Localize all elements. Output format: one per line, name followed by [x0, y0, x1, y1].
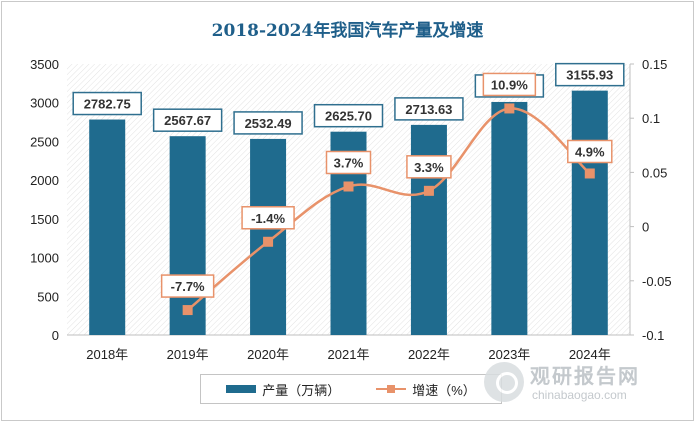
y-right-tick-label: 0.15	[642, 57, 667, 72]
data-label-growth-box	[567, 139, 613, 164]
y-left-tick-label: 2500	[30, 134, 59, 149]
x-tick-label: 2023年	[488, 347, 530, 362]
data-label-production-box	[233, 111, 303, 135]
legend-bar-swatch	[226, 385, 257, 393]
line-growth	[186, 107, 591, 312]
data-label-production-box	[72, 91, 142, 116]
data-label-growth-box	[482, 72, 537, 97]
y-left-tick-label: 3500	[30, 57, 59, 72]
data-label-growth-group: 4.9%	[567, 139, 613, 164]
y-right-tick-label: 0	[642, 220, 649, 235]
y-left-tick-label: 500	[37, 289, 59, 304]
watermark: 观研报告网 chinabaogao.com	[484, 356, 689, 416]
bar-production	[571, 90, 608, 336]
data-label-production: 2532.49	[245, 116, 292, 131]
data-label-growth: -1.4%	[251, 211, 285, 226]
y-left-tick-label: 3000	[30, 96, 59, 111]
data-label-growth-group: 10.9%	[482, 72, 537, 97]
data-label-production-group: 2532.49	[233, 111, 303, 135]
data-label-growth-group: 3.7%	[325, 150, 372, 175]
legend: 产量（万辆） 增速（%）	[200, 374, 502, 404]
y-right-tick-label: 0.1	[642, 111, 660, 126]
y-left-tick-label: 1000	[30, 251, 59, 266]
data-label-production-box	[313, 103, 384, 128]
data-label-production-group: 3155.93	[555, 62, 625, 87]
legend-item-production: 产量（万辆）	[226, 380, 340, 399]
x-tick-label: 2020年	[247, 347, 289, 362]
bar-production	[491, 101, 528, 335]
x-tick-label: 2022年	[408, 347, 450, 362]
data-label-growth-box	[325, 150, 372, 175]
point-growth	[504, 103, 515, 114]
data-label-production-group: 2782.75	[72, 91, 142, 116]
data-label-growth: 10.9%	[491, 77, 528, 92]
point-growth	[423, 185, 434, 196]
data-label-production-group: 2713.63	[394, 97, 464, 121]
data-label-growth: 3.3%	[414, 160, 444, 175]
y-left-tick-label: 0	[52, 328, 59, 343]
data-label-production-box	[394, 97, 464, 121]
data-label-production-box	[152, 108, 223, 132]
data-label-production: 3155.93	[566, 68, 613, 83]
y-left-tick-label: 1500	[30, 212, 59, 227]
legend-label-growth: 增速（%）	[412, 382, 476, 398]
data-label-growth-box	[160, 274, 215, 298]
watermark-en: chinabaogao.com	[532, 388, 627, 402]
x-tick-label: 2018年	[86, 347, 128, 362]
point-growth	[263, 236, 274, 247]
legend-line-swatch	[376, 384, 407, 394]
data-label-growth-group: -1.4%	[241, 206, 295, 230]
x-tick-label: 2019年	[167, 347, 209, 362]
data-label-production-box	[555, 62, 625, 87]
point-growth	[584, 168, 595, 179]
x-tick-label: 2021年	[328, 347, 370, 362]
data-label-production: 2713.63	[405, 102, 452, 117]
data-label-production: 2782.75	[84, 97, 131, 112]
watermark-logo-icon	[484, 362, 524, 402]
data-label-production-group: 2625.70	[313, 103, 384, 128]
point-growth	[343, 181, 354, 192]
data-label-production: 2625.70	[325, 109, 372, 124]
bar-production	[89, 119, 126, 335]
data-label-growth-box	[406, 155, 452, 179]
point-growth	[182, 305, 193, 316]
chart-title: 2018-2024年我国汽车产量及增速	[211, 21, 484, 41]
data-label-growth-group: -7.7%	[160, 274, 215, 298]
y-right-tick-label: 0.05	[642, 165, 667, 180]
legend-label-production: 产量（万辆）	[262, 382, 341, 398]
data-label-growth-box	[241, 206, 295, 230]
data-label-production: 2567.67	[164, 113, 211, 128]
legend-item-growth: 增速（%）	[376, 380, 476, 399]
y-right-tick-label: -0.1	[642, 328, 664, 343]
data-label-production-group: 2567.67	[152, 108, 223, 132]
x-tick-label: 2024年	[569, 347, 611, 362]
y-left-tick-label: 2000	[30, 173, 59, 188]
data-label-growth: 4.9%	[575, 144, 605, 159]
data-label-growth-group: 3.3%	[406, 155, 452, 179]
data-label-growth: -7.7%	[171, 279, 205, 294]
data-label-growth: 3.7%	[334, 155, 364, 170]
watermark-cn: 观研报告网	[530, 366, 640, 388]
bar-production	[169, 136, 206, 335]
y-right-tick-label: -0.05	[642, 274, 672, 289]
